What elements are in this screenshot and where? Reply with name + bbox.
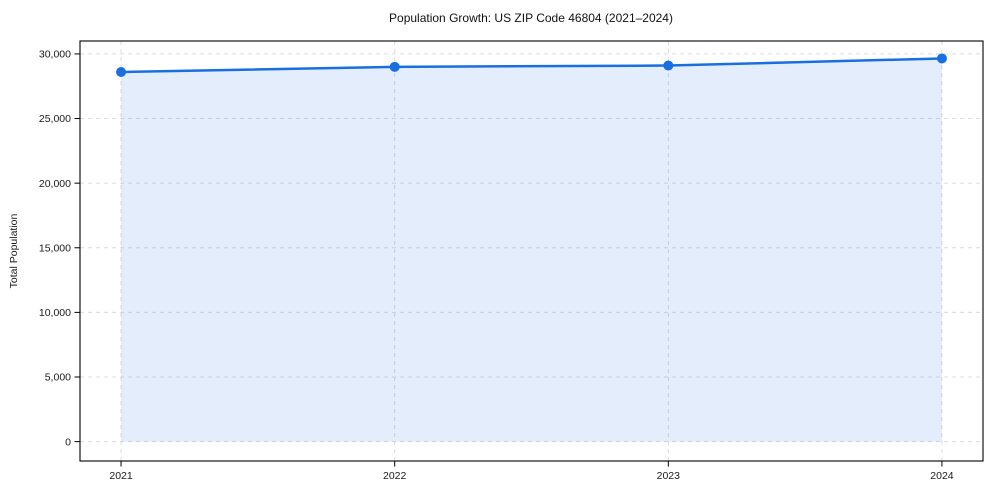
data-markers-layer: [116, 53, 947, 78]
data-point-marker: [389, 61, 400, 72]
x-tick-label: 2022: [383, 470, 407, 482]
population-line: [119, 57, 944, 74]
x-tick-label: 2024: [930, 470, 954, 482]
data-point-marker: [936, 53, 947, 64]
data-point-marker: [116, 67, 127, 78]
chart-title: Population Growth: US ZIP Code 46804 (20…: [389, 11, 673, 25]
plot-area-border: [79, 40, 984, 462]
y-tick-label: 25,000: [39, 113, 71, 125]
y-axis-label: Total Population: [8, 213, 20, 288]
y-tick-label: 15,000: [39, 242, 71, 254]
tick-labels-layer: 0 5,000 10,000 15,000 20,000 25,000 30,000 2021…: [39, 49, 954, 482]
y-tick-label: 0: [65, 436, 71, 448]
area-fill-layer: [121, 58, 942, 442]
data-line-layer: [119, 57, 944, 74]
gridlines-layer: [80, 41, 983, 461]
x-tick-label: 2021: [109, 470, 133, 482]
y-tick-label: 30,000: [39, 49, 71, 61]
y-tick-label: 20,000: [39, 178, 71, 190]
x-tick-label: 2023: [657, 470, 681, 482]
y-tick-label: 5,000: [45, 372, 71, 384]
tick-marks-layer: [74, 53, 943, 467]
data-point-marker: [663, 60, 674, 71]
y-tick-label: 10,000: [39, 307, 71, 319]
area-fill: [121, 58, 942, 442]
